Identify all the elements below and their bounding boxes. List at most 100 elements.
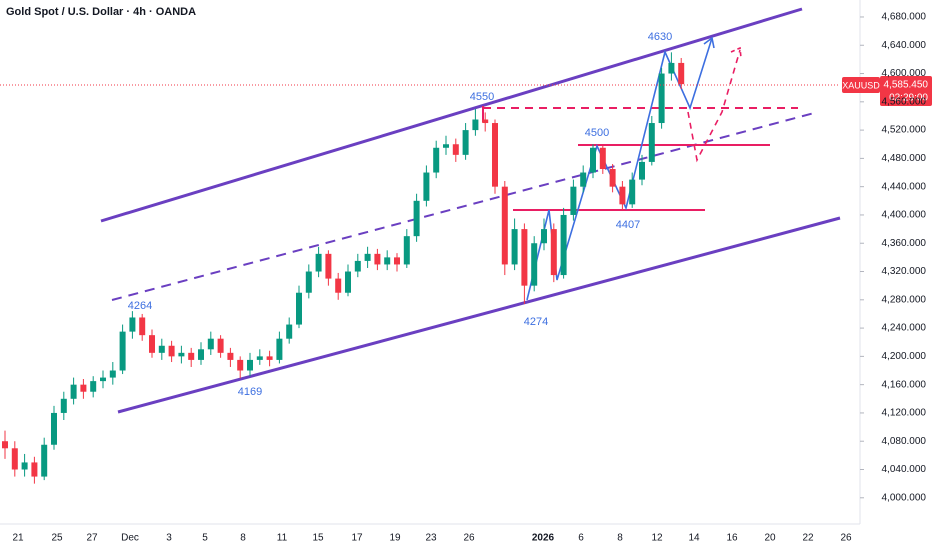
- x-tick-label: 15: [312, 533, 324, 544]
- candle-body: [168, 345, 175, 357]
- candle-body: [570, 186, 577, 215]
- x-tick-label: 5: [202, 533, 208, 544]
- candle-body: [521, 229, 528, 286]
- price-box: [880, 76, 932, 106]
- annotation: 4630: [648, 31, 672, 43]
- x-tick-label: 27: [86, 533, 98, 544]
- x-tick-label: 12: [651, 533, 663, 544]
- y-tick-label: 4,000.000: [882, 492, 927, 503]
- candle-body: [237, 359, 244, 371]
- drawings: [100, 7, 841, 414]
- candle-body: [139, 317, 146, 336]
- alt-arrow: [730, 46, 742, 59]
- wave-arrow: [703, 36, 715, 49]
- candle-body: [394, 257, 400, 265]
- x-tick-label: 14: [688, 533, 700, 544]
- candle-body: [629, 179, 636, 205]
- candle-body: [531, 243, 538, 286]
- candle-body: [247, 359, 253, 371]
- candle-body: [590, 147, 596, 173]
- candle-body: [609, 168, 616, 187]
- candle-body: [580, 172, 587, 187]
- candle-body: [443, 144, 449, 148]
- candle-body: [462, 130, 469, 155]
- candle-body: [90, 381, 97, 392]
- x-tick-label: 16: [726, 533, 738, 544]
- x-tick-label: 3: [166, 533, 172, 544]
- x-tick-label: 21: [12, 533, 24, 544]
- symbol-label: XAUUSD: [842, 80, 880, 90]
- candle-body: [345, 271, 351, 293]
- candle-body: [296, 292, 302, 325]
- candle-body: [472, 119, 479, 131]
- annotation: 4264: [128, 300, 152, 312]
- y-tick-label: 4,040.000: [882, 464, 927, 475]
- channel-mid: [111, 111, 819, 301]
- y-tick-label: 4,400.000: [882, 210, 927, 221]
- alt-path: [687, 49, 741, 163]
- candle-body: [325, 253, 332, 279]
- last-price: 4,585.450: [884, 80, 929, 91]
- y-tick-label: 4,360.000: [882, 238, 927, 249]
- candle-body: [335, 278, 342, 293]
- x-tick-label: 20: [764, 533, 776, 544]
- candle-body: [403, 236, 410, 265]
- candle-body: [286, 324, 293, 339]
- candle-body: [217, 338, 224, 353]
- annotation: 4274: [524, 316, 548, 328]
- candle-body: [60, 398, 67, 413]
- y-tick-label: 4,560.000: [882, 96, 927, 107]
- candle-body: [511, 229, 518, 265]
- candle-body: [541, 229, 547, 244]
- y-tick-label: 4,600.000: [882, 68, 927, 79]
- y-tick-label: 4,480.000: [882, 153, 927, 164]
- x-tick-label: 22: [802, 533, 814, 544]
- candle-body: [119, 331, 126, 371]
- x-tick-label: 25: [51, 533, 63, 544]
- candle-body: [550, 229, 557, 276]
- candle-body: [178, 352, 185, 357]
- x-tick-label: 26: [463, 533, 475, 544]
- x-tick-label: 23: [425, 533, 437, 544]
- y-tick-label: 4,320.000: [882, 266, 927, 277]
- candle-body: [109, 370, 116, 378]
- candle-body: [492, 123, 498, 187]
- candle-body: [639, 161, 645, 180]
- x-tick-label: Dec: [121, 533, 139, 544]
- candle-body: [129, 317, 136, 332]
- candle-body: [433, 147, 440, 173]
- candle-body: [198, 349, 204, 360]
- candle-body: [51, 412, 57, 445]
- candle-body: [188, 352, 195, 360]
- y-tick-label: 4,640.000: [882, 40, 927, 51]
- annotation: 4500: [585, 127, 609, 139]
- y-tick-label: 4,200.000: [882, 351, 927, 362]
- candle-body: [305, 271, 312, 293]
- candle-body: [41, 444, 48, 477]
- annotation: 4407: [616, 219, 640, 231]
- channel-upper: [100, 7, 803, 223]
- candle-body: [364, 253, 371, 261]
- chart-title: Gold Spot / U.S. Dollar · 4h · OANDA: [6, 6, 196, 18]
- candle-body: [80, 384, 87, 392]
- candle-body: [658, 73, 665, 124]
- y-tick-label: 4,160.000: [882, 379, 927, 390]
- candle-body: [207, 338, 214, 350]
- annotation: 4550: [470, 91, 494, 103]
- x-tick-label: 6: [578, 533, 584, 544]
- candle-body: [70, 384, 77, 399]
- y-tick-label: 4,280.000: [882, 294, 927, 305]
- candle-body: [149, 335, 155, 353]
- x-tick-label: 26: [840, 533, 852, 544]
- candle-body: [452, 144, 459, 155]
- candles: [2, 52, 685, 484]
- candle-body: [678, 62, 685, 85]
- candle-body: [276, 338, 283, 360]
- candle-body: [668, 62, 675, 74]
- candle-body: [423, 172, 430, 201]
- candle-body: [560, 214, 567, 276]
- candle-body: [648, 123, 655, 162]
- candle-body: [374, 253, 381, 265]
- y-tick-label: 4,520.000: [882, 125, 927, 136]
- y-tick-label: 4,080.000: [882, 436, 927, 447]
